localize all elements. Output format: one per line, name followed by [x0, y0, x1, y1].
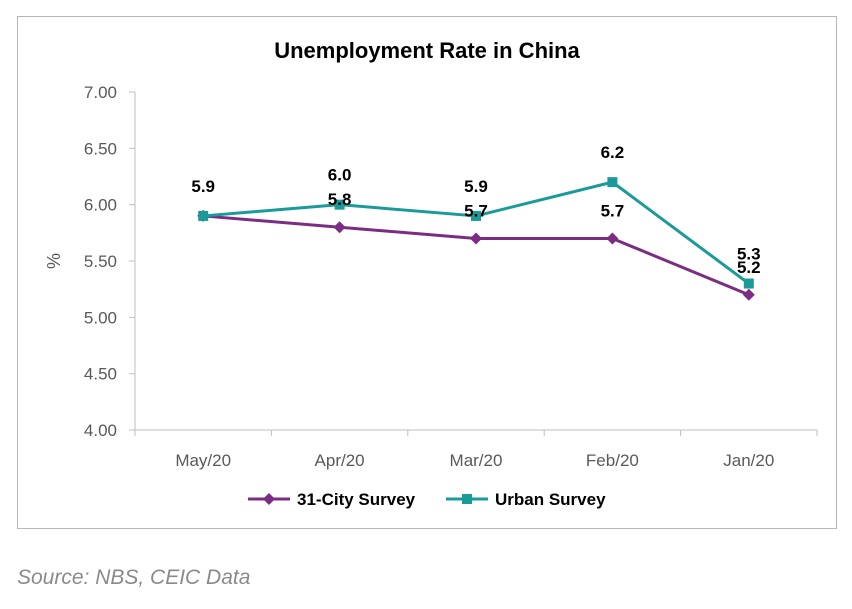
data-label: 5.3 — [737, 245, 761, 264]
x-tick-label: Mar/20 — [450, 451, 503, 470]
data-label: 5.2 — [737, 258, 761, 277]
data-point — [607, 177, 618, 188]
legend-label: 31-City Survey — [297, 490, 416, 509]
x-tick-label: Apr/20 — [315, 451, 365, 470]
legend: 31-City Survey Urban Survey — [248, 490, 606, 509]
x-axis: May/20 Apr/20 Mar/20 Feb/20 Jan/20 — [134, 429, 818, 470]
y-axis: 4.00 4.50 5.00 5.50 6.00 6.50 7.00 — [84, 83, 136, 440]
legend-item: 31-City Survey — [248, 490, 416, 509]
data-point — [471, 210, 481, 221]
series-line-1 — [203, 214, 750, 297]
data-label: 5.7 — [601, 201, 625, 220]
data-point — [742, 288, 755, 301]
data-label: 5.7 — [464, 201, 488, 220]
data-point — [470, 232, 482, 245]
data-label: 6.2 — [601, 143, 625, 162]
data-label: 5.8 — [328, 190, 352, 209]
data-point — [743, 278, 754, 289]
chart-frame — [17, 16, 837, 529]
data-point — [198, 210, 209, 221]
data-label: 6.0 — [328, 166, 352, 185]
legend-marker — [263, 493, 275, 505]
series-layer — [197, 177, 755, 301]
y-tick-label: 4.00 — [84, 421, 117, 440]
y-tick-label: 4.50 — [84, 365, 117, 384]
data-point — [334, 199, 345, 210]
data-label: 5.9 — [191, 177, 215, 196]
chart-title: Unemployment Rate in China — [274, 38, 580, 63]
data-point — [606, 232, 619, 245]
y-tick-label: 6.00 — [84, 196, 117, 215]
legend-label: Urban Survey — [495, 490, 606, 509]
x-tick-label: Feb/20 — [586, 451, 639, 470]
x-tick-label: Jan/20 — [723, 451, 774, 470]
y-tick-label: 5.00 — [84, 308, 117, 327]
x-tick-label: May/20 — [175, 451, 231, 470]
y-tick-label: 7.00 — [84, 83, 117, 102]
y-axis-label: % — [44, 253, 64, 269]
legend-item: Urban Survey — [446, 490, 606, 509]
data-labels: 5.8 5.7 5.7 5.2 5.9 6.0 5.9 6.2 5.3 — [191, 143, 760, 277]
y-tick-label: 5.50 — [84, 252, 117, 271]
data-label: 5.9 — [464, 177, 488, 196]
data-point — [333, 221, 346, 234]
source-note: Source: NBS, CEIC Data — [17, 566, 251, 589]
y-tick-label: 6.50 — [84, 139, 117, 158]
legend-marker — [462, 494, 472, 504]
